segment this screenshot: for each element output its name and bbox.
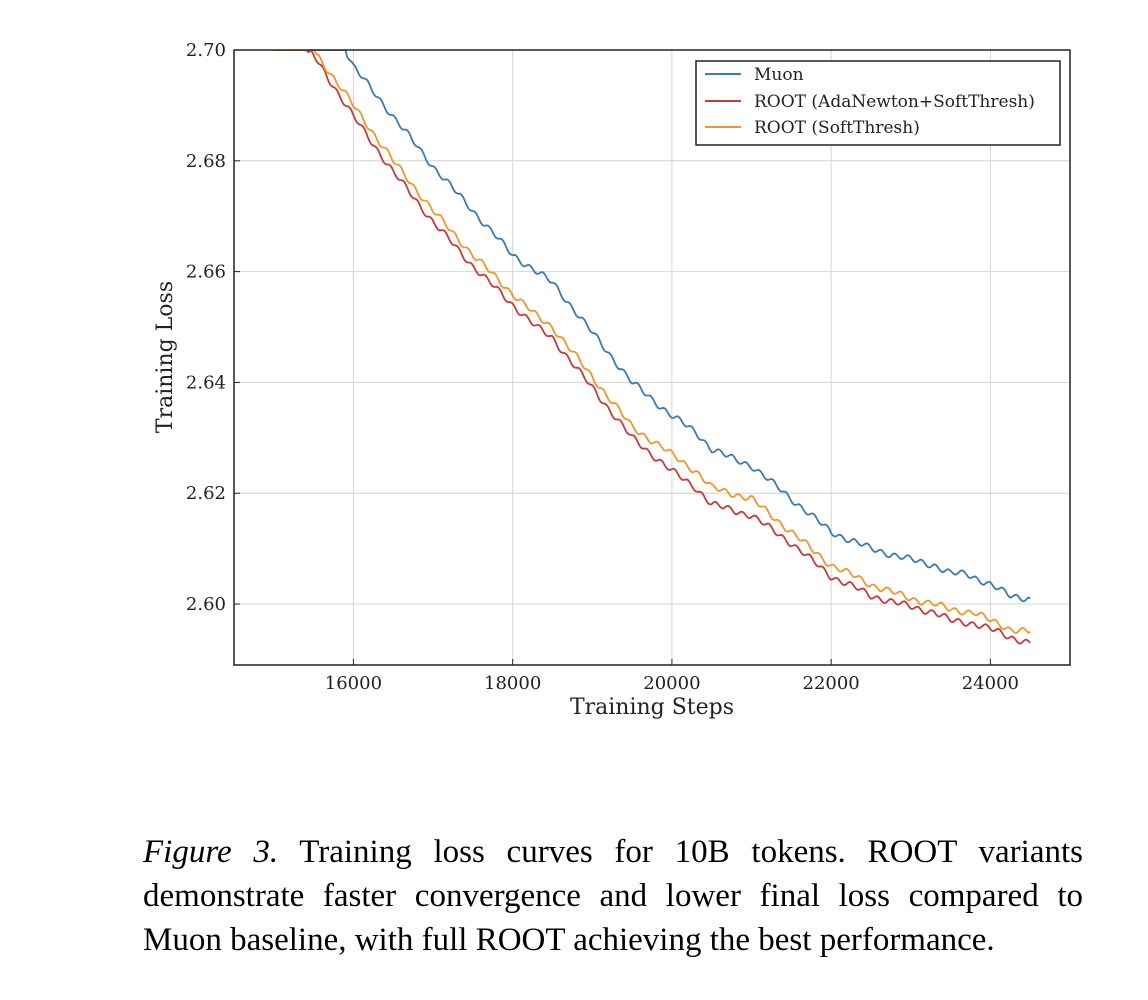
series-lines bbox=[273, 50, 1031, 645]
x-tick-label: 18000 bbox=[484, 673, 541, 694]
x-tick-label: 24000 bbox=[962, 673, 1019, 694]
legend-label-root-adanewton: ROOT (AdaNewton+SoftThresh) bbox=[754, 92, 1035, 112]
y-tick-label: 2.64 bbox=[186, 372, 226, 393]
plot-frame bbox=[233, 49, 1071, 666]
figure-label: Figure 3. bbox=[143, 834, 279, 870]
y-tick-label: 2.70 bbox=[186, 40, 226, 61]
legend-box bbox=[695, 60, 1061, 146]
x-axis-label: Training Steps bbox=[570, 695, 734, 720]
legend-label-muon: Muon bbox=[754, 65, 804, 85]
loss-chart: 16000 18000 20000 22000 24000 2.60 2.62 2.64 2.6… bbox=[153, 40, 1071, 720]
caption-text: Training loss curves for 10B tokens. ROO… bbox=[143, 834, 1083, 958]
x-tick-label: 20000 bbox=[643, 673, 700, 694]
legend-label-root-softthresh: ROOT (SoftThresh) bbox=[754, 118, 920, 138]
y-tick-label: 2.62 bbox=[186, 483, 226, 504]
y-tick-label: 2.66 bbox=[186, 262, 226, 283]
axis-ticks: 16000 18000 20000 22000 24000 2.60 2.62 2.64 2.6… bbox=[186, 40, 1019, 694]
x-tick-label: 16000 bbox=[325, 673, 382, 694]
y-axis-label: Training Loss bbox=[153, 281, 178, 433]
y-tick-label: 2.68 bbox=[186, 151, 226, 172]
series-line-2 bbox=[273, 50, 1031, 634]
legend: Muon ROOT (AdaNewton+SoftThresh) ROOT (S… bbox=[695, 60, 1061, 146]
x-tick-label: 22000 bbox=[803, 673, 860, 694]
series-line-0 bbox=[273, 50, 1031, 603]
figure-caption: Figure 3. Training loss curves for 10B t… bbox=[143, 830, 1083, 962]
series-line-1 bbox=[273, 50, 1031, 645]
y-tick-label: 2.60 bbox=[186, 594, 226, 615]
